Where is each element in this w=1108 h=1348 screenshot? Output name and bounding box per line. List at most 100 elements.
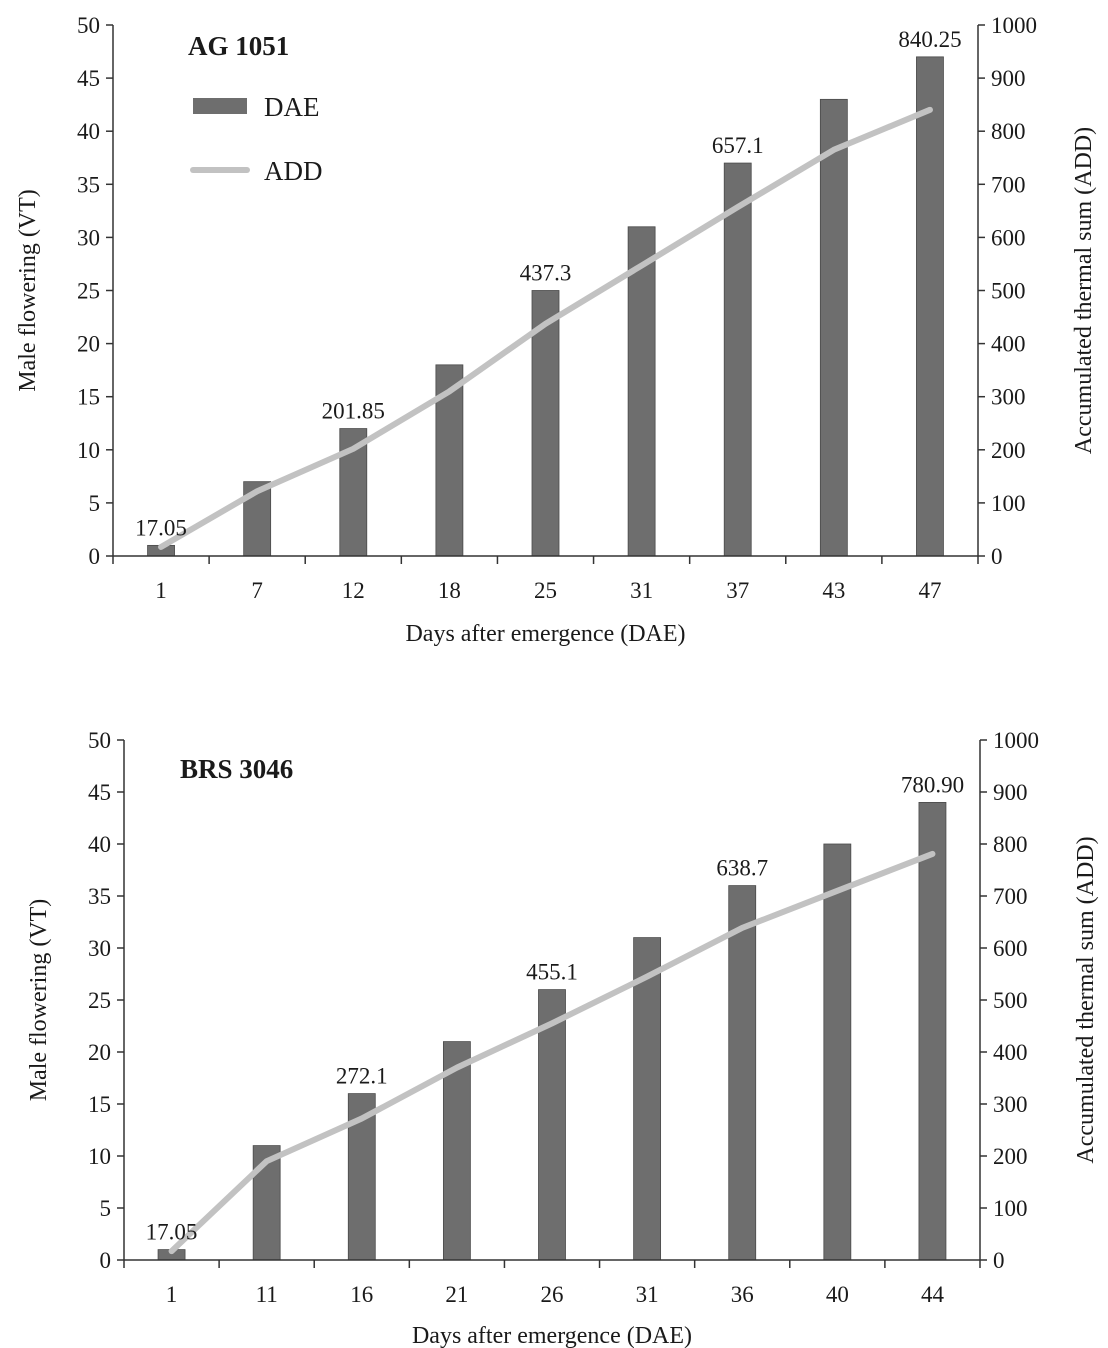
y-tick-label: 25 <box>88 988 111 1013</box>
legend-swatch-dae <box>193 98 247 114</box>
add-point-31 <box>641 265 643 267</box>
y2-axis-title: Accumulated thermal sum (ADD) <box>1071 127 1097 454</box>
y-tick-label: 40 <box>77 119 100 144</box>
legend-label-dae: DAE <box>264 92 320 122</box>
y2-tick-label: 600 <box>993 936 1028 961</box>
add-point-31 <box>646 976 648 978</box>
x-tick-label: 25 <box>534 578 557 603</box>
y-tick-label: 15 <box>88 1092 111 1117</box>
data-label: 638.7 <box>716 856 768 881</box>
bar-44 <box>918 802 947 1261</box>
add-point-25 <box>545 323 546 325</box>
y2-tick-label: 100 <box>993 1196 1028 1221</box>
bar-series <box>147 56 944 557</box>
y-tick-label: 20 <box>88 1040 111 1065</box>
y-tick-label: 30 <box>88 936 111 961</box>
add-point-40 <box>836 890 838 892</box>
x-tick-label: 12 <box>342 578 365 603</box>
y-tick-label: 50 <box>77 13 100 38</box>
bar-18 <box>435 364 464 557</box>
bar-47 <box>916 56 944 557</box>
y2-tick-label: 700 <box>991 172 1026 197</box>
bar-37 <box>723 162 752 557</box>
legend: DAE ADD <box>190 92 323 186</box>
x-tick-label: 31 <box>630 578 653 603</box>
add-point-7 <box>256 490 258 492</box>
chart-2: 0510152025303540455001002003004005006007… <box>26 728 1099 1348</box>
data-label: 780.90 <box>901 772 964 797</box>
y2-tick-label: 400 <box>991 332 1026 357</box>
y2-tick-label: 100 <box>991 491 1026 516</box>
x-tick-label: 1 <box>166 1282 178 1307</box>
x-axis-title: Days after emergence (DAE) <box>412 1323 692 1348</box>
bar-25 <box>531 290 560 557</box>
data-label: 272.1 <box>336 1064 388 1089</box>
add-point-44 <box>931 853 933 855</box>
y2-tick-label: 600 <box>991 225 1026 250</box>
bar-43 <box>819 98 848 557</box>
bar-36 <box>728 885 757 1261</box>
add-point-26 <box>551 1022 553 1024</box>
x-tick-label: 47 <box>918 578 941 603</box>
y2-tick-label: 500 <box>993 988 1028 1013</box>
y2-axis-title: Accumulated thermal sum (ADD) <box>1073 836 1099 1163</box>
x-tick-label: 43 <box>822 578 845 603</box>
bar-31 <box>627 226 656 557</box>
add-point-1 <box>171 1250 173 1252</box>
x-tick-label: 11 <box>256 1282 278 1307</box>
y-axis-title: Male flowering (VT) <box>26 899 52 1102</box>
data-label: 455.1 <box>526 960 578 985</box>
bar-31 <box>633 937 662 1261</box>
add-point-37 <box>737 206 739 208</box>
y2-tick-label: 800 <box>991 119 1026 144</box>
chart-1: 0510152025303540455001002003004005006007… <box>15 13 1097 647</box>
y2-tick-label: 400 <box>993 1040 1028 1065</box>
y2-tick-label: 300 <box>993 1092 1028 1117</box>
add-point-36 <box>741 927 743 929</box>
bar-40 <box>823 843 852 1261</box>
chart-title: BRS 3046 <box>180 754 293 784</box>
y2-tick-label: 1000 <box>993 728 1039 753</box>
y2-tick-label: 0 <box>993 1248 1005 1273</box>
y-tick-label: 25 <box>77 279 100 304</box>
data-label: 17.05 <box>146 1220 198 1245</box>
chart-title: AG 1051 <box>188 31 289 61</box>
legend-label-add: ADD <box>264 156 323 186</box>
y-tick-label: 30 <box>77 225 100 250</box>
y-tick-label: 10 <box>77 438 100 463</box>
y2-tick-label: 700 <box>993 884 1028 909</box>
y-tick-label: 20 <box>77 332 100 357</box>
x-tick-label: 40 <box>826 1282 849 1307</box>
y-tick-label: 45 <box>88 780 111 805</box>
bar-series <box>157 802 947 1261</box>
y-tick-label: 40 <box>88 832 111 857</box>
x-tick-label: 31 <box>636 1282 659 1307</box>
x-tick-label: 36 <box>731 1282 754 1307</box>
add-point-43 <box>833 149 835 151</box>
data-label: 437.3 <box>520 261 572 286</box>
data-label: 657.1 <box>712 133 764 158</box>
x-tick-label: 18 <box>438 578 461 603</box>
y-axis-title: Male flowering (VT) <box>15 189 41 392</box>
y-tick-label: 5 <box>100 1196 112 1221</box>
y2-tick-label: 800 <box>993 832 1028 857</box>
x-tick-label: 37 <box>726 578 749 603</box>
data-label: 17.05 <box>135 515 187 540</box>
add-point-18 <box>448 390 450 392</box>
y2-tick-label: 200 <box>993 1144 1028 1169</box>
y-tick-label: 35 <box>77 172 100 197</box>
x-tick-label: 44 <box>921 1282 945 1307</box>
y2-tick-label: 300 <box>991 385 1026 410</box>
x-tick-label: 7 <box>251 578 263 603</box>
y-tick-label: 0 <box>100 1248 112 1273</box>
y-tick-label: 50 <box>88 728 111 753</box>
y-tick-label: 10 <box>88 1144 111 1169</box>
x-tick-label: 1 <box>155 578 167 603</box>
y2-tick-label: 900 <box>991 66 1026 91</box>
x-tick-label: 26 <box>541 1282 564 1307</box>
y-tick-label: 15 <box>77 385 100 410</box>
y-tick-label: 45 <box>77 66 100 91</box>
bar-21 <box>442 1041 471 1261</box>
data-label: 840.25 <box>898 27 961 52</box>
